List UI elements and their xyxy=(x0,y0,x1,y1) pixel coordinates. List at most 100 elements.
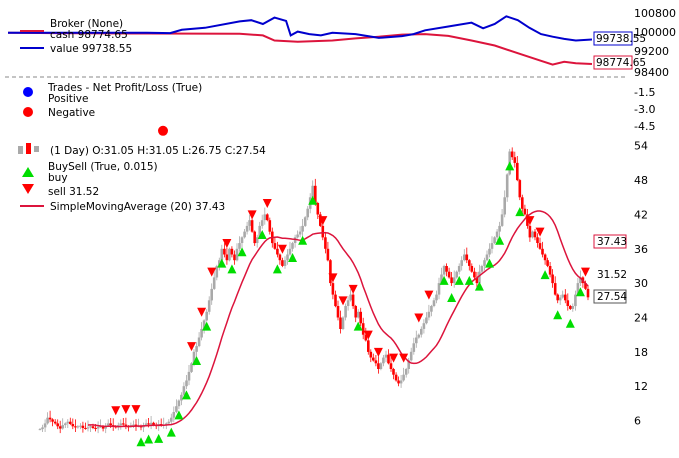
candle-body xyxy=(407,360,410,369)
candle-body xyxy=(43,423,47,428)
candle-body xyxy=(566,300,570,306)
buy-marker xyxy=(565,318,575,328)
candle-body xyxy=(165,423,168,425)
candle-body xyxy=(384,354,388,358)
candle-body xyxy=(288,248,292,255)
candle-body xyxy=(268,220,272,232)
buy-marker xyxy=(474,281,484,291)
candle-body xyxy=(197,337,201,347)
candle-body xyxy=(523,208,527,215)
sell-marker xyxy=(399,353,409,363)
candle-body xyxy=(457,266,461,272)
negative-legend-marker xyxy=(23,107,33,117)
candle-body xyxy=(238,243,241,249)
buy-marker xyxy=(237,247,247,257)
candle-body xyxy=(586,288,590,298)
candle-body xyxy=(314,185,317,203)
candle-body xyxy=(354,306,357,318)
candle-body xyxy=(351,294,355,307)
candle-body xyxy=(569,306,572,309)
candle-body xyxy=(584,283,587,289)
candle-body xyxy=(319,214,322,226)
candle-body xyxy=(207,300,211,312)
candle-body xyxy=(240,237,244,243)
candle-body xyxy=(364,334,368,341)
candle-body xyxy=(132,424,135,426)
close-last-tag: 27.54 xyxy=(593,289,627,304)
price-legend: (1 Day) O:31.05 H:31.05 L:26.75 C:27.54 … xyxy=(18,143,266,213)
positive-legend-marker xyxy=(23,87,33,97)
candle-body xyxy=(278,254,282,261)
candle-body xyxy=(255,237,259,243)
cash-legend-label: cash 98774.65 xyxy=(50,29,128,41)
trades-y-ticks: -1.5 -3.0 -4.5 xyxy=(634,86,655,133)
buy-marker xyxy=(540,270,550,280)
candle-body xyxy=(579,277,582,284)
candle-body xyxy=(79,425,82,427)
candle-body xyxy=(170,417,173,422)
candle-body xyxy=(86,427,90,429)
candle-body xyxy=(427,311,431,318)
candle-body xyxy=(205,311,208,321)
candle-body xyxy=(167,421,171,424)
candle-body xyxy=(81,425,85,428)
candle-body xyxy=(546,260,549,266)
candle-body xyxy=(397,380,400,384)
candle-body xyxy=(291,243,294,249)
candle-body xyxy=(435,294,438,301)
sell-marker xyxy=(338,296,348,306)
candle-body xyxy=(253,231,256,244)
sma-legend-label: SimpleMovingAverage (20) 37.43 xyxy=(50,201,225,213)
buy-marker xyxy=(308,195,318,205)
candle-body xyxy=(440,274,443,284)
candle-body xyxy=(122,423,125,425)
candle-body xyxy=(225,254,229,261)
buy-marker xyxy=(136,437,146,447)
candle-body xyxy=(233,254,236,261)
price-ytick-label: 42 xyxy=(634,208,648,221)
price-ytick-label: 6 xyxy=(634,415,641,428)
sell-marker xyxy=(121,405,131,415)
price-ytick-label: 12 xyxy=(634,380,648,393)
candle-body xyxy=(334,294,337,307)
candle-body xyxy=(303,217,307,226)
candle-body xyxy=(329,260,332,284)
positive-legend-label: Positive xyxy=(48,93,88,105)
candle-body xyxy=(369,351,373,358)
candle-body xyxy=(84,428,87,429)
candle-body xyxy=(109,423,112,426)
cash-line xyxy=(7,31,593,66)
candle-body xyxy=(399,380,403,384)
candle-body xyxy=(349,294,352,301)
sell-legend-label: sell 31.52 xyxy=(48,186,99,198)
buy-marker xyxy=(202,321,212,331)
value-last-tag-text: 99738.55 xyxy=(596,33,646,45)
candle-body xyxy=(331,283,335,295)
sell-marker xyxy=(197,307,207,317)
price-y-ticks: 54 48 42 36 30 24 18 12 6 xyxy=(634,140,648,428)
broker-legend: Broker (None) cash 98774.65 value 99738.… xyxy=(20,18,132,55)
trades-panel: Trades - Net Profit/Loss (True) Positive… xyxy=(23,82,655,136)
candle-body xyxy=(101,426,105,429)
candle-body xyxy=(538,243,542,249)
candle-body xyxy=(245,225,249,232)
trades-legend-title: Trades - Net Profit/Loss (True) xyxy=(47,82,202,94)
candle-body xyxy=(543,254,547,261)
candle-body xyxy=(558,297,562,301)
candle-body xyxy=(377,363,380,369)
candle-body xyxy=(404,369,408,375)
buy-marker xyxy=(166,427,176,437)
candle-legend-icon xyxy=(18,143,39,154)
trade-points xyxy=(158,125,168,136)
candle-body xyxy=(432,300,436,306)
candle-body xyxy=(152,422,155,426)
candle-body xyxy=(71,424,75,427)
candle-body xyxy=(316,203,320,215)
candle-body xyxy=(124,424,128,427)
candle-body xyxy=(475,277,479,284)
candle-body xyxy=(200,328,203,338)
candle-body xyxy=(409,351,413,361)
broker-ytick-label: 99200 xyxy=(634,45,669,58)
candle-body xyxy=(175,406,178,412)
